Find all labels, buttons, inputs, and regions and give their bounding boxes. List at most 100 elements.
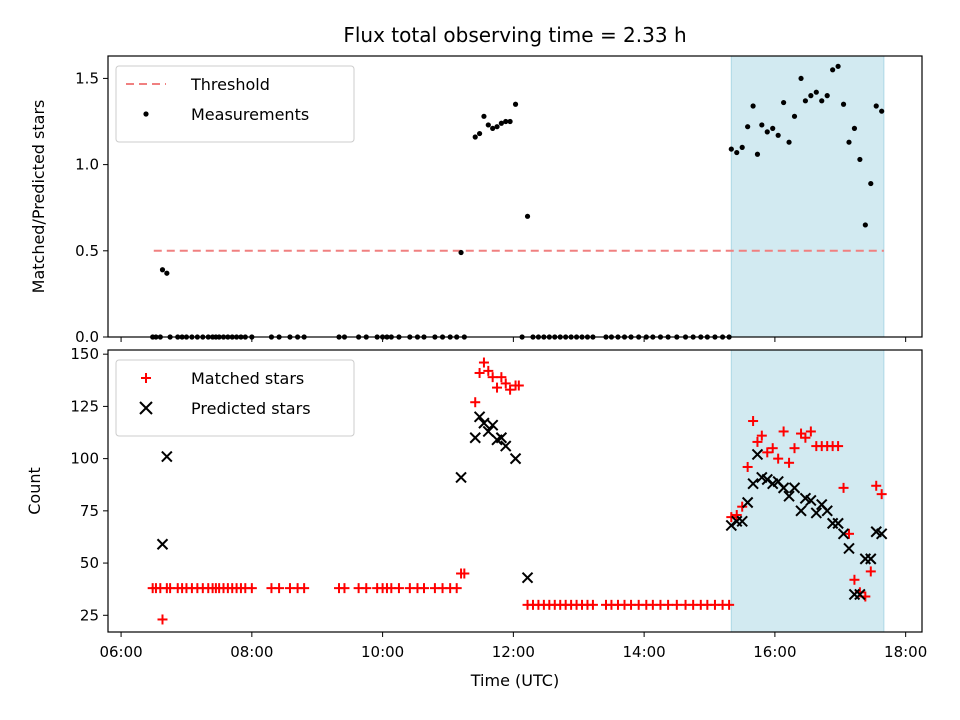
x-tick-label: 06:00 bbox=[99, 643, 142, 661]
data-point bbox=[748, 416, 759, 427]
data-point bbox=[458, 249, 464, 256]
data-point bbox=[868, 180, 874, 187]
data-point bbox=[494, 124, 500, 130]
data-point bbox=[873, 103, 879, 109]
data-point bbox=[478, 417, 490, 429]
data-point bbox=[837, 528, 850, 540]
data-point bbox=[875, 528, 888, 540]
data-point bbox=[487, 372, 498, 383]
x-stroke-b bbox=[509, 452, 522, 465]
data-point bbox=[773, 453, 784, 464]
x-tick-label: 18:00 bbox=[884, 643, 927, 661]
data-point bbox=[745, 124, 751, 130]
data-point bbox=[451, 583, 462, 594]
data-point bbox=[490, 125, 496, 132]
y-tick-label: 75 bbox=[80, 502, 99, 520]
x-stroke-b bbox=[777, 482, 790, 494]
data-point bbox=[161, 450, 173, 463]
y-tick-label: 50 bbox=[80, 554, 99, 572]
x-stroke-b bbox=[486, 419, 499, 431]
data-point bbox=[587, 599, 598, 610]
data-point bbox=[157, 614, 168, 625]
data-point bbox=[481, 113, 487, 119]
data-point bbox=[731, 510, 742, 521]
data-point bbox=[455, 471, 467, 484]
data-point bbox=[800, 432, 811, 443]
data-point bbox=[798, 75, 804, 82]
highlight-span bbox=[730, 349, 885, 633]
data-point bbox=[876, 489, 887, 500]
legend-box bbox=[115, 65, 355, 143]
data-point bbox=[857, 156, 863, 163]
data-point bbox=[849, 574, 860, 585]
data-point bbox=[851, 125, 858, 132]
data-point bbox=[810, 507, 823, 519]
legend-label: Threshold bbox=[190, 75, 270, 94]
highlight-span bbox=[730, 55, 885, 338]
data-point bbox=[513, 380, 524, 391]
data-point bbox=[830, 67, 836, 73]
data-point bbox=[419, 583, 430, 594]
data-point bbox=[833, 441, 844, 452]
x-stroke-b bbox=[747, 477, 759, 490]
data-point bbox=[832, 517, 844, 530]
data-point bbox=[764, 129, 770, 135]
data-point bbox=[854, 588, 866, 601]
x-stroke-b bbox=[816, 498, 828, 511]
x-tick-label: 10:00 bbox=[361, 643, 404, 661]
data-point bbox=[470, 397, 481, 408]
data-point bbox=[784, 457, 795, 468]
data-point bbox=[486, 419, 499, 431]
data-point bbox=[500, 440, 512, 452]
data-point bbox=[736, 515, 748, 527]
data-point bbox=[824, 93, 830, 99]
x-stroke-b bbox=[788, 482, 801, 494]
data-point bbox=[865, 553, 877, 565]
data-point bbox=[469, 432, 481, 444]
data-point bbox=[742, 461, 753, 472]
data-point bbox=[492, 382, 503, 393]
data-point bbox=[838, 482, 849, 493]
x-stroke-b bbox=[741, 496, 754, 509]
data-point bbox=[741, 496, 754, 509]
data-point bbox=[663, 599, 674, 610]
data-point bbox=[393, 583, 404, 594]
data-point bbox=[781, 99, 787, 106]
data-point bbox=[159, 267, 166, 273]
series-matched-stars bbox=[147, 357, 887, 625]
top-panel: 0.0 0.5 1.0 1.5 Matched/Predicted stars Thres… bbox=[29, 55, 923, 346]
data-point bbox=[476, 130, 483, 137]
x-stroke-b bbox=[478, 417, 490, 429]
data-point bbox=[299, 583, 310, 594]
legend: Matched stars Predicted stars bbox=[115, 359, 355, 437]
x-stroke-b bbox=[156, 538, 169, 550]
x-stroke-b bbox=[843, 542, 855, 555]
x-tick-label: 08:00 bbox=[230, 643, 273, 661]
plot-frame bbox=[107, 349, 923, 633]
data-point bbox=[156, 538, 169, 550]
legend-label: Matched stars bbox=[191, 369, 304, 388]
data-point bbox=[459, 568, 470, 579]
legend-label: Predicted stars bbox=[191, 399, 311, 418]
x-tick-label: 16:00 bbox=[753, 643, 796, 661]
x-stroke-b bbox=[161, 450, 173, 463]
data-point bbox=[503, 118, 509, 125]
data-point bbox=[840, 101, 847, 107]
data-point bbox=[821, 505, 833, 517]
x-stroke-b bbox=[500, 440, 512, 452]
legend-label: Measurements bbox=[191, 105, 309, 124]
data-point bbox=[813, 89, 819, 95]
data-point bbox=[483, 365, 494, 376]
y-tick-label: 150 bbox=[70, 345, 99, 363]
data-point bbox=[835, 63, 841, 69]
x-stroke-b bbox=[751, 448, 764, 461]
x-stroke-b bbox=[495, 432, 508, 444]
data-point bbox=[762, 447, 773, 458]
data-point bbox=[507, 118, 513, 125]
y-tick-label: 100 bbox=[70, 450, 99, 468]
data-point bbox=[498, 120, 504, 126]
y-axis-label: Count bbox=[25, 467, 44, 515]
data-point bbox=[473, 411, 486, 423]
data-point bbox=[788, 482, 801, 494]
